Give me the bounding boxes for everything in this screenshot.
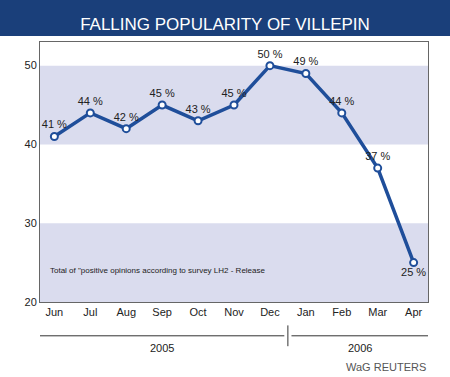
svg-text:FALLING POPULARITY OF VILLEPIN: FALLING POPULARITY OF VILLEPIN <box>80 15 370 34</box>
svg-text:20: 20 <box>25 296 37 308</box>
svg-text:40: 40 <box>25 138 37 150</box>
svg-text:45 %: 45 % <box>221 87 246 99</box>
svg-text:30: 30 <box>25 217 37 229</box>
svg-text:37 %: 37 % <box>365 150 390 162</box>
svg-text:44 %: 44 % <box>329 95 354 107</box>
svg-text:45 %: 45 % <box>150 87 175 99</box>
svg-text:Dec: Dec <box>260 306 280 318</box>
svg-text:42 %: 42 % <box>114 111 139 123</box>
svg-text:49 %: 49 % <box>293 55 318 67</box>
svg-text:Jul: Jul <box>83 306 97 318</box>
svg-text:Oct: Oct <box>190 306 207 318</box>
svg-text:Feb: Feb <box>332 306 351 318</box>
svg-text:43 %: 43 % <box>186 103 211 115</box>
svg-text:Sep: Sep <box>152 306 172 318</box>
svg-text:41 %: 41 % <box>42 118 67 130</box>
svg-text:25 %: 25 % <box>401 266 426 278</box>
svg-text:50 %: 50 % <box>257 48 282 60</box>
svg-text:Total of "positive opinions ac: Total of "positive opinions according to… <box>50 266 266 275</box>
svg-text:Aug: Aug <box>116 306 136 318</box>
svg-text:2005: 2005 <box>150 342 174 354</box>
svg-text:Mar: Mar <box>368 306 387 318</box>
svg-text:2006: 2006 <box>348 342 372 354</box>
svg-text:Apr: Apr <box>405 306 422 318</box>
svg-text:50: 50 <box>25 59 37 71</box>
svg-text:WaG REUTERS: WaG REUTERS <box>346 361 426 373</box>
svg-text:44 %: 44 % <box>78 95 103 107</box>
svg-text:Jan: Jan <box>297 306 315 318</box>
svg-text:Nov: Nov <box>224 306 244 318</box>
svg-text:Jun: Jun <box>45 306 63 318</box>
